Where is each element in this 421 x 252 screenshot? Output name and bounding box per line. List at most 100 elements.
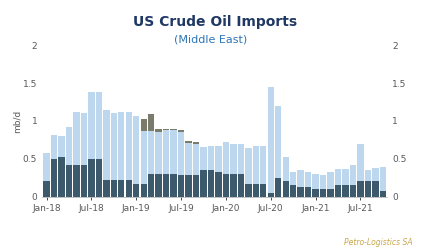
Bar xyxy=(178,175,184,197)
Bar xyxy=(357,181,364,197)
Bar xyxy=(282,181,289,197)
Bar xyxy=(178,132,184,175)
Bar xyxy=(372,181,378,197)
Bar xyxy=(111,113,117,180)
Bar xyxy=(43,153,50,181)
Bar xyxy=(185,143,192,175)
Bar xyxy=(51,159,57,197)
Bar xyxy=(193,144,199,175)
Bar xyxy=(230,174,237,197)
Bar xyxy=(290,172,296,185)
Bar xyxy=(43,181,50,197)
Bar xyxy=(357,144,364,181)
Bar xyxy=(215,172,221,197)
Bar xyxy=(185,141,192,143)
Bar xyxy=(193,175,199,197)
Bar xyxy=(312,174,319,189)
Bar xyxy=(372,168,378,181)
Bar xyxy=(230,144,237,174)
Bar xyxy=(275,106,281,178)
Bar xyxy=(96,159,102,197)
Bar xyxy=(66,127,72,165)
Bar xyxy=(141,184,147,197)
Bar xyxy=(193,142,199,144)
Bar xyxy=(125,180,132,197)
Bar xyxy=(148,131,155,174)
Bar xyxy=(96,92,102,159)
Bar xyxy=(253,184,259,197)
Bar xyxy=(245,148,251,184)
Bar xyxy=(141,131,147,184)
Bar xyxy=(208,146,214,170)
Text: (Middle East): (Middle East) xyxy=(174,34,247,44)
Bar xyxy=(253,146,259,184)
Bar xyxy=(155,129,162,132)
Bar xyxy=(88,159,95,197)
Bar xyxy=(200,170,207,197)
Bar xyxy=(335,169,341,185)
Bar xyxy=(155,132,162,174)
Bar xyxy=(178,130,184,132)
Bar xyxy=(133,184,139,197)
Bar xyxy=(223,174,229,197)
Bar xyxy=(350,165,356,185)
Bar xyxy=(350,185,356,197)
Bar xyxy=(320,175,326,189)
Bar xyxy=(342,185,349,197)
Title: US Crude Oil Imports: US Crude Oil Imports xyxy=(133,15,297,29)
Bar xyxy=(268,87,274,193)
Bar xyxy=(73,112,80,165)
Bar xyxy=(163,130,169,174)
Text: Petro-Logistics SA: Petro-Logistics SA xyxy=(344,238,413,247)
Bar xyxy=(171,129,177,130)
Bar xyxy=(365,170,371,181)
Bar xyxy=(163,129,169,130)
Bar xyxy=(298,170,304,187)
Bar xyxy=(88,92,95,159)
Bar xyxy=(163,174,169,197)
Bar xyxy=(238,174,244,197)
Bar xyxy=(328,172,334,189)
Bar xyxy=(185,175,192,197)
Bar xyxy=(59,136,65,157)
Bar xyxy=(260,146,266,184)
Bar xyxy=(133,116,139,184)
Bar xyxy=(260,184,266,197)
Bar xyxy=(155,174,162,197)
Bar xyxy=(245,184,251,197)
Bar xyxy=(118,112,125,180)
Bar xyxy=(208,170,214,197)
Bar xyxy=(118,180,125,197)
Bar xyxy=(282,157,289,181)
Bar xyxy=(335,185,341,197)
Bar xyxy=(125,112,132,180)
Bar xyxy=(380,167,386,191)
Bar xyxy=(148,114,155,131)
Y-axis label: mb/d: mb/d xyxy=(13,109,21,133)
Bar xyxy=(320,189,326,197)
Bar xyxy=(51,135,57,159)
Bar xyxy=(342,169,349,185)
Bar xyxy=(66,165,72,197)
Bar xyxy=(103,180,109,197)
Bar xyxy=(148,174,155,197)
Bar xyxy=(81,165,87,197)
Bar xyxy=(238,144,244,174)
Bar xyxy=(380,191,386,197)
Bar xyxy=(365,181,371,197)
Bar xyxy=(305,172,311,187)
Bar xyxy=(298,187,304,197)
Bar xyxy=(59,157,65,197)
Bar xyxy=(73,165,80,197)
Bar xyxy=(171,174,177,197)
Bar xyxy=(111,180,117,197)
Bar xyxy=(290,185,296,197)
Bar xyxy=(312,189,319,197)
Bar xyxy=(268,193,274,197)
Bar xyxy=(103,110,109,180)
Bar xyxy=(200,147,207,170)
Bar xyxy=(223,142,229,174)
Bar xyxy=(141,119,147,131)
Bar xyxy=(81,113,87,165)
Bar xyxy=(171,130,177,174)
